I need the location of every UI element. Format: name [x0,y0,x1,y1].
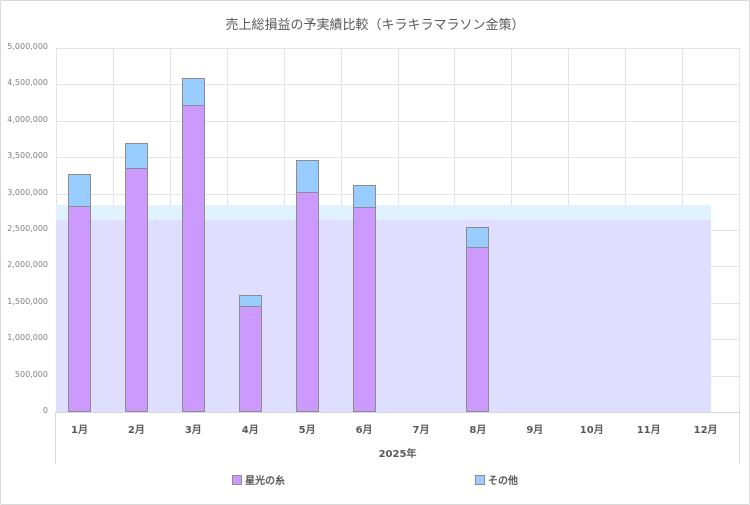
bar-series1[interactable] [466,246,490,412]
y-tick-label: 500,000 [14,369,48,379]
x-axis-left-border [55,412,56,464]
legend-item-series1[interactable]: 星光の糸 [232,472,285,487]
bar-series2[interactable] [295,160,319,194]
legend-label: その他 [488,476,518,487]
x-tick-label: 11月 [636,425,661,436]
bar-series1[interactable] [352,206,376,412]
x-tick-label: 5月 [298,425,316,436]
y-tick-label: 1,000,000 [7,333,48,343]
y-tick-label: 4,500,000 [7,78,48,88]
y-tick-label: 5,000,000 [7,42,48,51]
y-tick-label: 4,000,000 [7,114,48,124]
bar-series2[interactable] [124,142,148,170]
x-axis-group-label: 2025年 [378,449,417,460]
x-tick-label: 2月 [127,425,145,436]
x-tick-label: 7月 [412,425,430,436]
bar-series1[interactable] [295,192,319,412]
y-tick-label: 2,000,000 [7,260,48,270]
legend-label: 星光の糸 [245,476,285,487]
bar-series1[interactable] [67,205,91,412]
bar-series1[interactable] [124,168,148,412]
x-tick-label: 4月 [241,425,259,436]
x-tick-label: 9月 [526,425,544,436]
chart-title: 売上総損益の予実績比較（キラキラマラソン金策） [225,18,525,33]
gridline-horizontal [56,84,739,86]
x-tick-label: 3月 [184,425,202,436]
budget-band-2 [56,219,711,412]
x-tick-label: 1月 [71,425,88,436]
gridline-horizontal [56,48,739,49]
bar-series2[interactable] [181,77,205,106]
y-tick-label: 0 [42,406,48,415]
x-tick-label: 12月 [693,425,718,436]
legend-swatch-icon [475,474,485,485]
plot-area [56,48,740,413]
x-tick-label: 8月 [469,425,487,436]
y-tick-label: 1,500,000 [7,296,48,306]
y-tick-label: 3,000,000 [7,187,48,197]
bar-series2[interactable] [67,173,91,207]
gridline-horizontal [56,120,739,122]
bar-series2[interactable] [238,294,262,307]
legend-swatch-icon [232,474,242,485]
bar-series2[interactable] [352,184,376,208]
gridline-horizontal [56,193,739,195]
x-tick-label: 10月 [579,425,604,436]
x-axis-line [56,412,739,413]
y-tick-label: 2,500,000 [7,224,48,233]
x-tick-label: 6月 [355,425,373,436]
gridline-horizontal [56,157,739,159]
bar-series1[interactable] [238,305,262,412]
legend-item-series2[interactable]: その他 [475,472,518,487]
x-axis-right-border [739,412,740,464]
y-tick-label: 3,500,000 [7,151,48,161]
gridline-vertical [739,48,740,412]
bar-series1[interactable] [181,104,205,412]
bar-series2[interactable] [466,227,490,248]
